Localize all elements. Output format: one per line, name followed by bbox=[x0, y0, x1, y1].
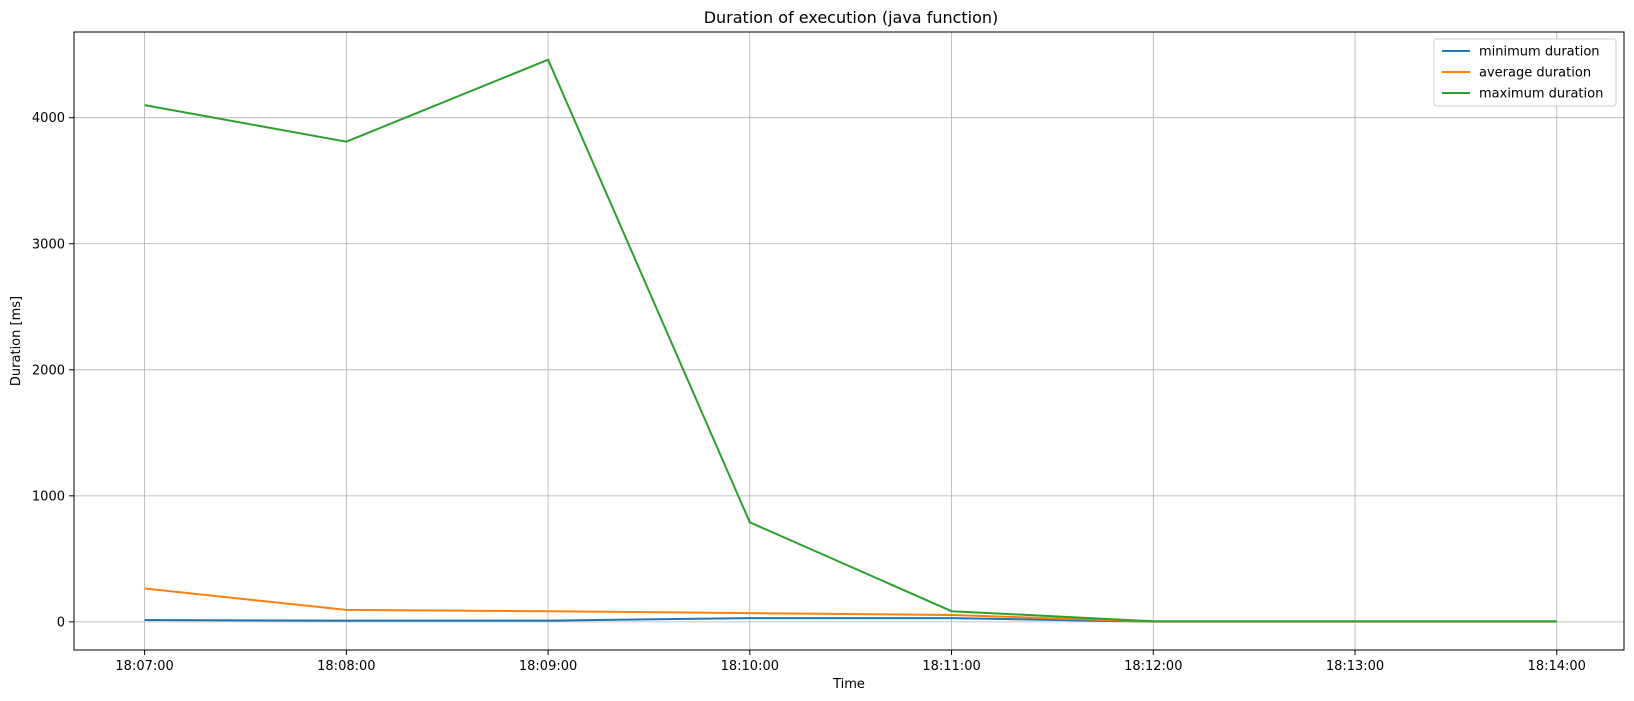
y-axis-label: Duration [ms] bbox=[9, 296, 24, 386]
legend-label: maximum duration bbox=[1479, 87, 1603, 102]
x-tick-label: 18:14:00 bbox=[1528, 659, 1586, 674]
y-tick-label: 3000 bbox=[32, 237, 65, 252]
x-tick-label: 18:09:00 bbox=[519, 659, 577, 674]
y-tick-label: 4000 bbox=[32, 111, 65, 126]
x-axis-label: Time bbox=[832, 677, 865, 692]
y-tick-label: 0 bbox=[57, 615, 65, 630]
x-tick-label: 18:08:00 bbox=[317, 659, 375, 674]
y-tick-label: 1000 bbox=[32, 489, 65, 504]
x-axis-ticks: 18:07:00 18:08:00 18:09:00 18:10:00 18:11:00… bbox=[115, 650, 1586, 674]
series-line-maximum-duration bbox=[144, 58, 1557, 623]
legend: minimum duration average duration maximum … bbox=[1433, 38, 1617, 107]
grid-lines bbox=[74, 32, 1624, 650]
legend-box bbox=[1433, 38, 1617, 107]
x-tick-label: 18:07:00 bbox=[115, 659, 173, 674]
x-tick-label: 18:10:00 bbox=[721, 659, 779, 674]
x-tick-label: 18:11:00 bbox=[922, 659, 980, 674]
x-tick-label: 18:12:00 bbox=[1124, 659, 1182, 674]
y-axis-ticks: 0 1000 2000 3000 4000 bbox=[32, 111, 74, 630]
chart-title: Duration of execution (java function) bbox=[704, 8, 999, 27]
y-tick-label: 2000 bbox=[32, 363, 65, 378]
legend-label: minimum duration bbox=[1479, 45, 1600, 60]
legend-label: average duration bbox=[1479, 66, 1591, 81]
series-lines bbox=[144, 58, 1557, 623]
plot-frame bbox=[73, 31, 1625, 651]
x-tick-label: 18:13:00 bbox=[1326, 659, 1384, 674]
